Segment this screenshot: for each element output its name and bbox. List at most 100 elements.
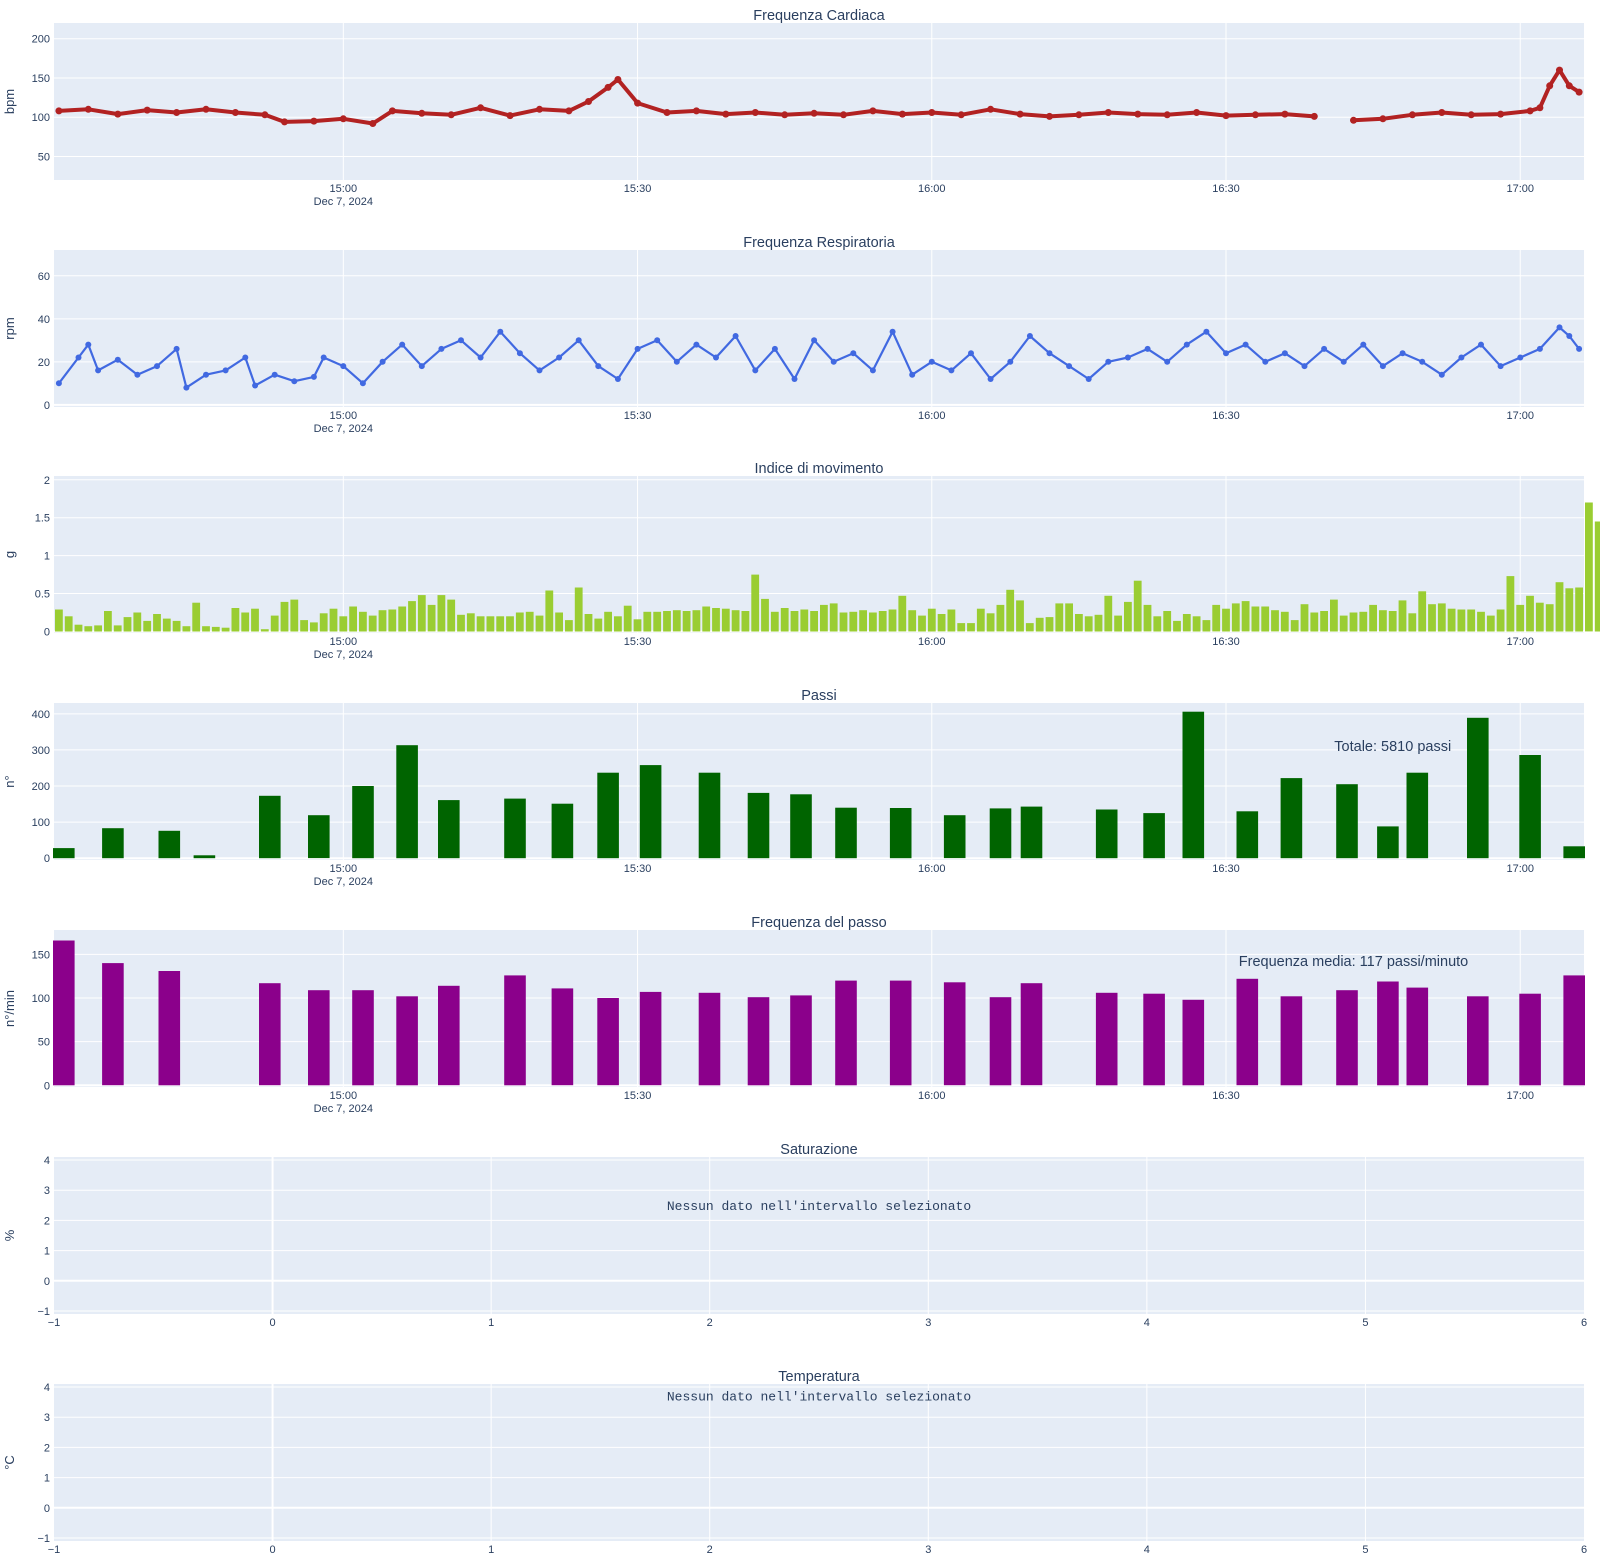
- bar: [731, 610, 740, 632]
- y-tick-label: 100: [32, 112, 50, 124]
- bar: [1349, 612, 1358, 632]
- x-tick-label: 16:30: [1212, 636, 1240, 648]
- data-point: [418, 363, 425, 370]
- bar: [1388, 611, 1397, 632]
- bar: [1114, 615, 1122, 632]
- bar: [1055, 603, 1064, 632]
- bar: [1408, 613, 1417, 632]
- bar: [1310, 612, 1319, 632]
- data-point: [595, 363, 602, 370]
- data-point: [1536, 104, 1544, 112]
- bar: [349, 606, 357, 632]
- plot-area: [54, 23, 1584, 180]
- bar: [790, 794, 812, 859]
- bar: [1025, 623, 1034, 632]
- data-point: [634, 345, 641, 352]
- bar: [1585, 502, 1593, 632]
- data-point: [889, 328, 896, 335]
- data-point: [55, 107, 63, 115]
- y-axis-label: rpm: [2, 317, 17, 339]
- bar: [193, 855, 216, 859]
- data-point: [771, 345, 778, 352]
- data-point: [830, 358, 837, 365]
- data-point: [1576, 345, 1583, 352]
- data-point: [75, 354, 82, 361]
- y-axis-label: n°: [2, 775, 17, 787]
- bar: [663, 611, 671, 632]
- bar: [770, 611, 779, 632]
- y-tick-label: 200: [32, 34, 50, 46]
- bar: [102, 828, 124, 859]
- bar: [1290, 620, 1299, 632]
- bar: [989, 808, 1012, 859]
- x-tick-label: 15:30: [624, 1090, 652, 1102]
- data-point: [1163, 111, 1171, 119]
- data-point: [811, 337, 818, 344]
- bar: [545, 590, 554, 632]
- bar: [260, 629, 269, 632]
- bar: [378, 610, 387, 632]
- x-tick-label: 16:00: [918, 863, 946, 875]
- bar: [192, 602, 201, 632]
- bar: [504, 798, 526, 859]
- bar: [639, 765, 662, 859]
- bar: [1379, 610, 1387, 632]
- bar: [551, 988, 574, 1086]
- x-tick-label: 17:00: [1506, 410, 1534, 422]
- bar: [1020, 983, 1043, 1086]
- data-point: [203, 371, 209, 378]
- bar: [1467, 717, 1489, 859]
- bar: [172, 620, 181, 632]
- bar: [889, 980, 912, 1086]
- data-point: [1438, 371, 1445, 378]
- bar: [1300, 604, 1309, 632]
- bar: [835, 980, 857, 1086]
- bar: [698, 992, 721, 1086]
- x-tick-label: 4: [1144, 1544, 1150, 1556]
- chart-title: Temperatura: [778, 1369, 860, 1385]
- data-point: [252, 382, 259, 389]
- bar: [1437, 603, 1446, 632]
- bar: [1020, 806, 1043, 859]
- y-tick-label: −1: [37, 1533, 50, 1545]
- data-point: [928, 358, 935, 365]
- data-point: [850, 350, 857, 357]
- plot-area: [54, 1157, 1584, 1314]
- y-axis-label: g: [2, 551, 17, 558]
- bar: [1575, 587, 1583, 632]
- bar: [643, 611, 652, 632]
- bar: [829, 603, 838, 632]
- x-tick-label: −1: [48, 1317, 61, 1329]
- data-point: [114, 110, 122, 118]
- data-point: [810, 109, 818, 117]
- bar: [943, 815, 966, 859]
- data-point: [379, 358, 386, 365]
- bar: [123, 617, 132, 632]
- bar: [476, 616, 485, 632]
- bar: [1496, 609, 1505, 632]
- data-point: [1408, 111, 1416, 119]
- bar: [1261, 606, 1270, 632]
- bar: [55, 609, 63, 632]
- x-tick-label: 15:00: [330, 1090, 358, 1102]
- data-point: [1222, 112, 1230, 120]
- data-point: [585, 98, 592, 105]
- y-tick-label: 40: [38, 314, 50, 326]
- annotation: Totale: 5810 passi: [1334, 739, 1451, 755]
- data-point: [1556, 66, 1563, 74]
- bar: [869, 612, 877, 632]
- data-point: [173, 345, 180, 352]
- bar: [1406, 987, 1429, 1086]
- bar: [1075, 614, 1083, 632]
- data-point: [388, 107, 396, 115]
- bar: [359, 611, 367, 632]
- bar: [889, 808, 912, 859]
- bar: [747, 792, 770, 859]
- bar: [574, 587, 583, 632]
- bar: [780, 608, 789, 632]
- bar: [496, 616, 505, 632]
- x-tick-label: 5: [1362, 1317, 1368, 1329]
- y-tick-label: 300: [32, 745, 50, 757]
- data-point: [134, 371, 141, 378]
